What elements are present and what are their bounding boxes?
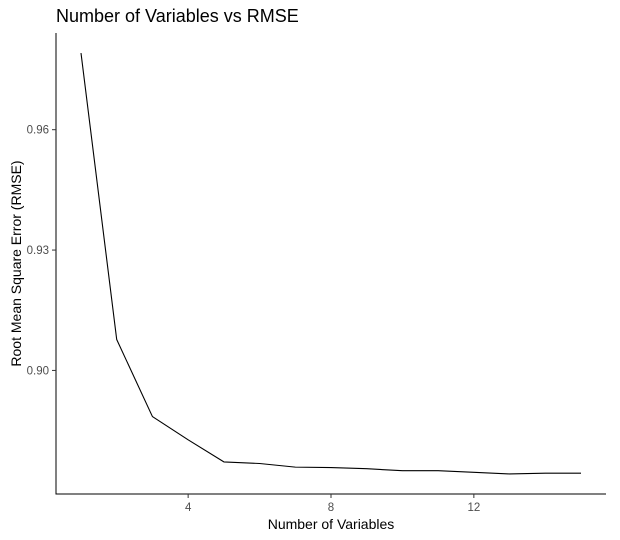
y-axis-title: Root Mean Square Error (RMSE) xyxy=(8,160,24,366)
x-axis-title: Number of Variables xyxy=(268,516,395,532)
chart-title: Number of Variables vs RMSE xyxy=(56,6,299,26)
x-tick-label: 12 xyxy=(467,502,480,514)
x-tick-label: 4 xyxy=(185,502,192,514)
x-tick-label: 8 xyxy=(328,502,334,514)
y-tick-label: 0.96 xyxy=(27,125,49,137)
y-tick-label: 0.90 xyxy=(27,365,49,377)
series-line xyxy=(80,52,581,475)
y-tick-label: 0.93 xyxy=(27,245,49,257)
